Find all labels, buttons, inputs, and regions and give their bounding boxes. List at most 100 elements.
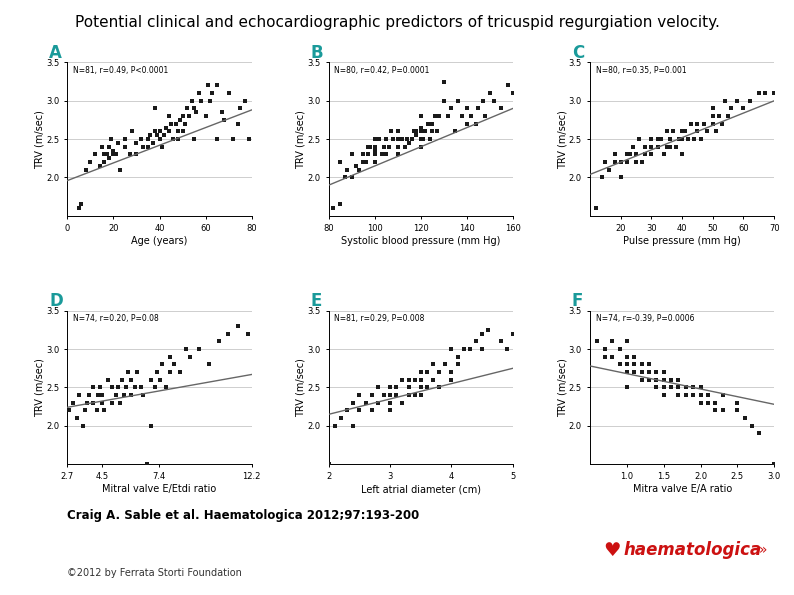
Point (753, 428, 765, 438)
Point (731, 406, 744, 415)
Point (145, 375, 157, 384)
Point (350, 161, 363, 171)
Point (204, 96, 217, 105)
Point (715, 119, 728, 129)
Point (691, 119, 703, 129)
Point (702, 390, 715, 400)
Point (156, 142, 168, 152)
Point (694, 390, 707, 400)
Point (145, 421, 157, 431)
Point (731, 398, 744, 408)
Point (94, 161, 106, 171)
Point (218, 115, 230, 125)
Point (676, 127, 688, 136)
Point (401, 134, 414, 144)
Point (141, 134, 154, 144)
Point (650, 375, 663, 384)
Point (639, 150, 652, 159)
Point (449, 127, 461, 136)
Point (464, 345, 476, 354)
Point (334, 199, 347, 209)
Text: Potential clinical and echocardiographic predictors of tricuspid regurgiation ve: Potential clinical and echocardiographic… (75, 15, 719, 30)
Point (396, 134, 409, 144)
Point (368, 157, 381, 167)
Point (92, 390, 105, 400)
Point (192, 89, 205, 98)
Point (156, 360, 169, 369)
Point (160, 123, 173, 132)
Point (353, 390, 366, 400)
Point (628, 360, 641, 369)
Point (470, 119, 483, 129)
Point (114, 398, 126, 408)
Point (621, 367, 634, 377)
Point (102, 375, 114, 384)
Point (488, 96, 501, 105)
Point (615, 157, 627, 167)
Point (687, 390, 700, 400)
Point (716, 406, 729, 415)
Point (190, 108, 202, 117)
X-axis label: Pulse pressure (mm Hg): Pulse pressure (mm Hg) (623, 236, 741, 246)
Point (433, 111, 445, 121)
Point (95, 142, 108, 152)
Point (687, 383, 700, 392)
Point (615, 173, 627, 182)
Point (628, 367, 641, 377)
Point (672, 383, 684, 392)
Point (479, 111, 491, 121)
Point (697, 119, 710, 129)
Text: ©2012 by Ferrata Storti Foundation: ©2012 by Ferrata Storti Foundation (67, 568, 242, 578)
Point (500, 345, 513, 354)
Text: A: A (49, 44, 62, 62)
Point (210, 134, 223, 144)
Point (329, 421, 341, 431)
Point (437, 77, 450, 86)
Text: Craig A. Sable et al. Haematologica 2012;97:193-200: Craig A. Sable et al. Haematologica 2012… (67, 509, 420, 522)
Point (364, 142, 376, 152)
X-axis label: Mitral valve E/Etdi ratio: Mitral valve E/Etdi ratio (102, 484, 217, 494)
Point (100, 150, 113, 159)
Point (390, 390, 403, 400)
Point (106, 398, 118, 408)
Point (623, 150, 636, 159)
Point (368, 142, 381, 152)
Point (334, 157, 347, 167)
Point (639, 142, 652, 152)
Point (102, 154, 115, 163)
Point (71, 414, 83, 423)
Point (185, 96, 198, 105)
Point (484, 89, 496, 98)
Point (414, 142, 427, 152)
Point (445, 367, 458, 377)
Point (688, 134, 701, 144)
Point (657, 390, 670, 400)
Point (179, 345, 192, 354)
Point (710, 127, 723, 136)
Point (445, 104, 457, 113)
Point (353, 165, 365, 174)
Point (410, 127, 422, 136)
Point (387, 134, 399, 144)
Point (83, 390, 95, 400)
Point (172, 127, 184, 136)
Point (665, 383, 677, 392)
X-axis label: Left atrial diameter (cm): Left atrial diameter (cm) (360, 484, 481, 494)
Point (608, 157, 621, 167)
Point (651, 134, 664, 144)
Point (494, 337, 507, 346)
Point (125, 127, 138, 136)
Point (507, 89, 519, 98)
Point (96, 398, 109, 408)
Point (635, 367, 648, 377)
Point (176, 127, 189, 136)
Point (98, 157, 110, 167)
Point (118, 390, 130, 400)
Point (426, 119, 438, 129)
Point (707, 104, 719, 113)
X-axis label: Age (years): Age (years) (131, 236, 187, 246)
Point (645, 142, 657, 152)
Point (414, 367, 427, 377)
Point (75, 199, 87, 209)
Point (378, 390, 391, 400)
